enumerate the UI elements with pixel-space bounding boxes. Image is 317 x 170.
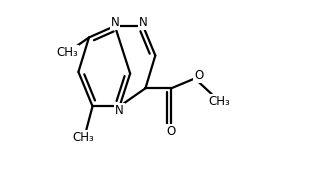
Text: N: N (139, 16, 147, 29)
Text: CH₃: CH₃ (208, 95, 230, 108)
Text: CH₃: CH₃ (72, 131, 94, 144)
Text: O: O (194, 69, 203, 82)
Text: N: N (115, 104, 124, 117)
Text: N: N (111, 16, 119, 29)
Text: CH₃: CH₃ (56, 46, 78, 59)
Text: O: O (167, 125, 176, 138)
